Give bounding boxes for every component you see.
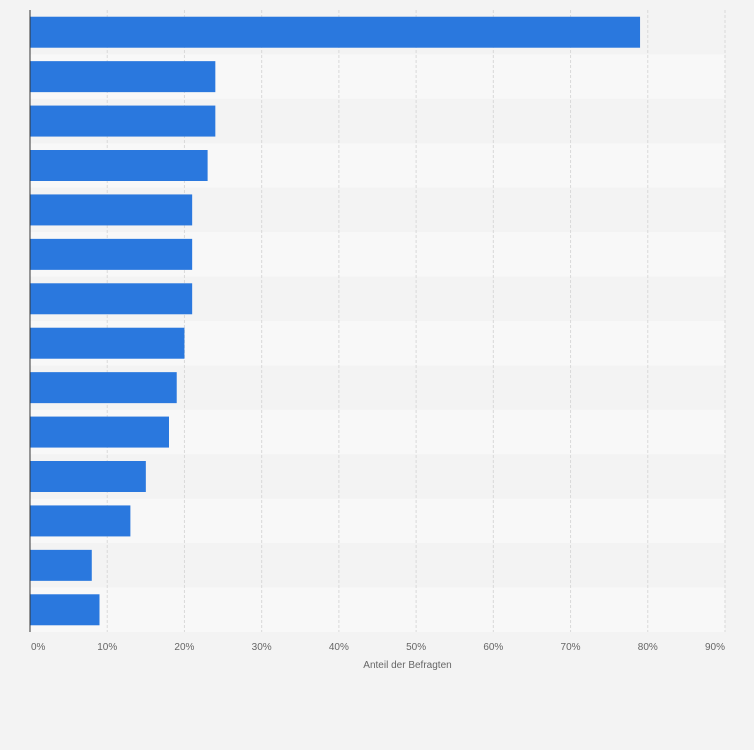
bar <box>30 327 185 359</box>
bar <box>30 150 208 181</box>
bar <box>30 505 131 537</box>
bar <box>30 416 169 448</box>
bar <box>30 16 641 48</box>
row-bands <box>30 10 725 632</box>
bar <box>30 238 193 270</box>
bar <box>30 549 92 581</box>
x-tick-label: 70% <box>561 642 581 653</box>
x-tick-label: 80% <box>638 642 658 653</box>
x-tick-label: 50% <box>406 642 426 653</box>
row-band <box>30 587 725 632</box>
bar <box>30 461 146 492</box>
bar <box>30 105 216 137</box>
x-tick-label: 10% <box>97 642 117 653</box>
bar <box>30 283 193 315</box>
x-tick-label: 40% <box>329 642 349 653</box>
bars <box>30 16 641 626</box>
x-tick-label: 60% <box>483 642 503 653</box>
x-tick-labels: 0% 10% 20% 30% 40% 50% 60% 70% 80% 90% <box>31 642 725 653</box>
bar <box>30 194 193 226</box>
bar <box>30 372 177 404</box>
gridlines <box>106 10 726 632</box>
row-band <box>30 498 725 544</box>
x-axis-title: Anteil der Befragten <box>363 660 451 671</box>
x-tick-label: 20% <box>174 642 194 653</box>
x-tick-label: 90% <box>705 642 725 653</box>
x-tick-label: 0% <box>31 642 46 653</box>
row-band <box>30 543 725 588</box>
bar <box>30 594 100 626</box>
x-tick-label: 30% <box>252 642 272 653</box>
bar <box>30 61 216 93</box>
